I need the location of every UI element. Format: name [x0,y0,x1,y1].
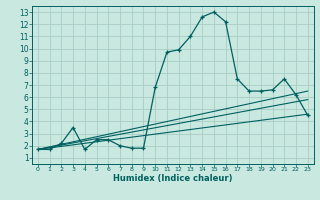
X-axis label: Humidex (Indice chaleur): Humidex (Indice chaleur) [113,174,233,183]
